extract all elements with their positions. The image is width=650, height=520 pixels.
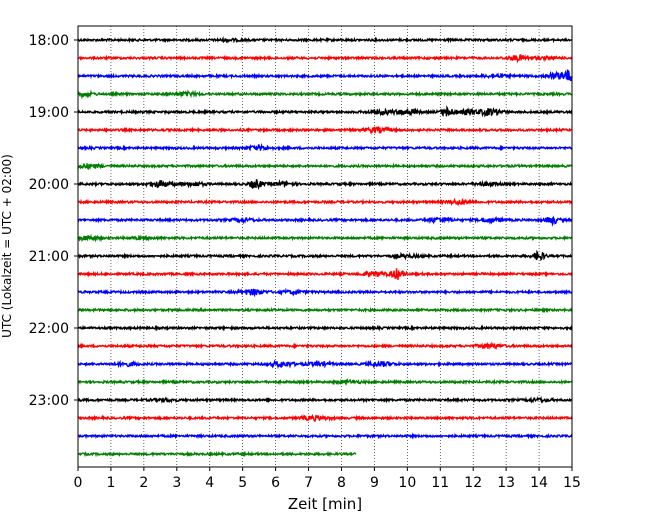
trace-2030 <box>77 215 573 227</box>
trace-1815 <box>77 53 573 64</box>
trace-1915 <box>77 126 573 135</box>
x-tick-label-8: 8 <box>337 475 346 491</box>
trace-2000 <box>77 178 573 190</box>
x-tick-label-4: 4 <box>205 475 214 491</box>
y-axis-ticks: 18:00 19:00 20:00 21:00 22:00 23:00 <box>29 33 78 409</box>
trace-1800 <box>77 36 573 44</box>
x-tick-label-3: 3 <box>172 475 181 491</box>
plot-background <box>78 26 572 467</box>
y-tick-label-4: 22:00 <box>29 321 69 337</box>
trace-2315 <box>77 413 573 422</box>
x-tick-label-5: 5 <box>238 475 247 491</box>
trace-1945 <box>77 162 573 170</box>
trace-2115 <box>77 268 573 281</box>
x-tick-label-1: 1 <box>106 475 115 491</box>
trace-2100 <box>77 249 573 262</box>
trace-2200 <box>77 324 573 332</box>
trace-2045 <box>77 233 573 243</box>
x-tick-label-11: 11 <box>431 475 449 491</box>
x-tick-label-0: 0 <box>74 475 83 491</box>
trace-2345 <box>77 450 357 458</box>
trace-2130 <box>77 287 573 298</box>
x-tick-label-9: 9 <box>370 475 379 491</box>
traces <box>77 36 573 458</box>
x-axis-title: Zeit [min] <box>288 495 362 513</box>
trace-2330 <box>77 432 573 440</box>
x-tick-label-13: 13 <box>497 475 515 491</box>
trace-2300 <box>77 395 573 404</box>
x-tick-label-6: 6 <box>271 475 280 491</box>
y-tick-label-1: 19:00 <box>29 105 69 121</box>
trace-2145 <box>77 306 573 314</box>
trace-2015 <box>77 197 573 207</box>
x-axis-ticks: 0 1 2 3 4 5 6 7 8 9 10 11 12 13 14 15 <box>74 467 581 491</box>
x-tick-label-12: 12 <box>464 475 482 491</box>
plot-frame <box>77 25 573 468</box>
x-tick-label-7: 7 <box>304 475 313 491</box>
trace-1845 <box>77 89 573 100</box>
x-tick-label-14: 14 <box>530 475 548 491</box>
trace-1900 <box>77 105 573 118</box>
x-tick-label-2: 2 <box>139 475 148 491</box>
x-tick-label-15: 15 <box>563 475 581 491</box>
y-tick-label-0: 18:00 <box>29 33 69 49</box>
trace-2230 <box>77 359 573 369</box>
trace-1930 <box>77 142 573 152</box>
y-axis-title: UTC (Lokalzeit = UTC + 02:00) <box>0 154 14 338</box>
y-tick-label-5: 23:00 <box>29 393 69 409</box>
trace-1830 <box>77 69 573 82</box>
y-tick-label-3: 21:00 <box>29 249 69 265</box>
y-tick-label-2: 20:00 <box>29 177 69 193</box>
trace-2245 <box>77 378 573 386</box>
x-tick-label-10: 10 <box>398 475 416 491</box>
trace-2215 <box>77 341 573 351</box>
